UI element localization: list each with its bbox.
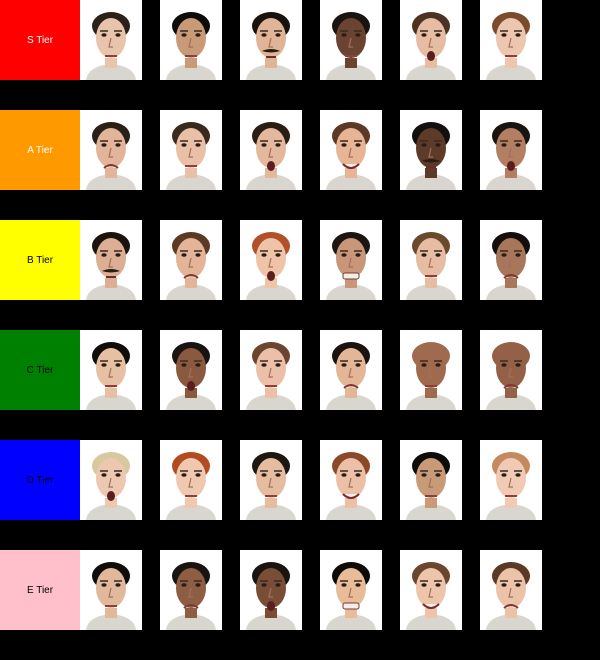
face-photo[interactable] [320, 330, 382, 410]
face-photo[interactable] [320, 440, 382, 520]
face-photo[interactable] [160, 110, 222, 190]
tier-label[interactable]: B Tier [0, 220, 80, 300]
tier-label[interactable]: S Tier [0, 0, 80, 80]
tier-row: C Tier [0, 330, 600, 410]
face-photo[interactable] [80, 550, 142, 630]
face-photo[interactable] [240, 220, 302, 300]
face-photo[interactable] [400, 220, 462, 300]
face-photo[interactable] [240, 330, 302, 410]
face-photo[interactable] [80, 330, 142, 410]
face-photo[interactable] [480, 550, 542, 630]
face-photo[interactable] [80, 220, 142, 300]
face-photo[interactable] [400, 550, 462, 630]
tier-label[interactable]: E Tier [0, 550, 80, 630]
tier-row: S Tier [0, 0, 600, 80]
face-photo[interactable] [400, 330, 462, 410]
tier-row: E Tier [0, 550, 600, 630]
face-photo[interactable] [400, 0, 462, 80]
face-photo[interactable] [160, 440, 222, 520]
face-photo[interactable] [240, 550, 302, 630]
face-photo[interactable] [320, 110, 382, 190]
face-photo[interactable] [320, 550, 382, 630]
tier-row: A Tier [0, 110, 600, 190]
face-photo[interactable] [240, 440, 302, 520]
face-photo[interactable] [240, 110, 302, 190]
face-photo[interactable] [240, 0, 302, 80]
tier-row: B Tier [0, 220, 600, 300]
tier-row: D Tier [0, 440, 600, 520]
face-photo[interactable] [480, 330, 542, 410]
face-photo[interactable] [160, 220, 222, 300]
face-photo[interactable] [400, 110, 462, 190]
face-photo[interactable] [480, 110, 542, 190]
face-photo[interactable] [320, 220, 382, 300]
face-photo[interactable] [480, 440, 542, 520]
face-photo[interactable] [400, 440, 462, 520]
face-photo[interactable] [160, 330, 222, 410]
face-photo[interactable] [160, 550, 222, 630]
face-photo[interactable] [80, 440, 142, 520]
tier-label[interactable]: C Tier [0, 330, 80, 410]
face-photo[interactable] [80, 0, 142, 80]
face-photo[interactable] [80, 110, 142, 190]
face-photo[interactable] [480, 0, 542, 80]
face-photo[interactable] [320, 0, 382, 80]
face-photo[interactable] [480, 220, 542, 300]
tier-label[interactable]: D Tier [0, 440, 80, 520]
face-photo[interactable] [160, 0, 222, 80]
tier-label[interactable]: A Tier [0, 110, 80, 190]
